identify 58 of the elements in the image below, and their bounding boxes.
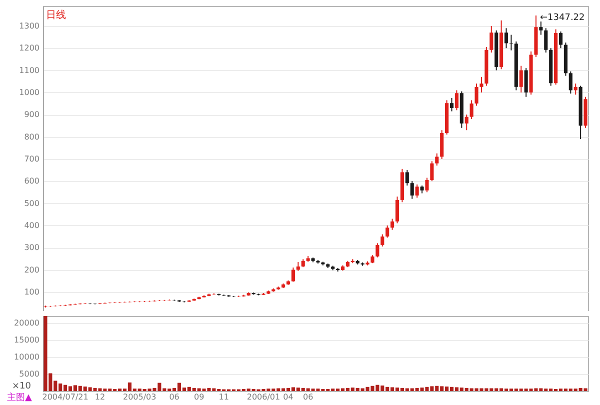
x-tick-label: 06 <box>302 392 314 402</box>
y-tick-label: 1000 <box>19 88 40 97</box>
y-tick-label: 900 <box>24 110 40 120</box>
chart-title: 日线 <box>46 9 66 21</box>
text: 主图▲ <box>7 392 32 403</box>
candlestick <box>470 100 474 120</box>
candlestick <box>504 28 508 49</box>
candlestick <box>430 160 434 182</box>
x-tick-label: 09 <box>194 392 204 402</box>
x-tick-label: 06 <box>169 392 180 402</box>
y-tick-label: 100 <box>24 287 40 296</box>
y-tick-label: 200 <box>24 265 40 274</box>
x-tick-label: 12 <box>94 392 106 402</box>
candlestick <box>568 70 572 94</box>
y-tick-label: 500 <box>24 198 40 208</box>
y-tick-label: 1100 <box>19 66 40 75</box>
x-tick-label: 11 <box>218 392 229 402</box>
candlestick <box>291 267 295 282</box>
candlestick <box>386 224 390 238</box>
candlestick <box>558 30 563 49</box>
candlestick <box>519 65 523 93</box>
candlestick <box>440 130 444 160</box>
candlestick <box>395 196 400 224</box>
candlestick <box>380 234 384 247</box>
y-tick-label: 700 <box>24 154 40 164</box>
candlestick <box>509 34 513 51</box>
candlestick <box>376 242 380 258</box>
y-tick-label: 10000 <box>14 352 40 362</box>
candlestick <box>390 218 394 230</box>
x-tick-label: 2004/07/21 <box>42 392 88 402</box>
y-tick-label: 1200 <box>19 44 40 53</box>
y-tick-label: 20000 <box>14 318 40 328</box>
y-tick-label: 600 <box>24 176 40 186</box>
candlestick <box>490 25 494 54</box>
candlestick <box>524 68 528 98</box>
y-tick-label: 1300 <box>19 21 40 30</box>
candlestick <box>435 152 439 166</box>
y-tick-label: 15000 <box>14 335 40 344</box>
y-tick-label: 400 <box>24 220 40 230</box>
y-tick-label: 300 <box>24 243 40 252</box>
x-tick-label: 2005/03 <box>122 392 156 402</box>
candlestick <box>539 21 543 36</box>
candlestick <box>454 90 458 111</box>
y-tick-label: 5000 <box>19 369 40 378</box>
candlestick <box>464 114 468 131</box>
annotation: ←1347.22 <box>540 13 585 23</box>
y-tick-label: 800 <box>24 132 40 142</box>
candlestick <box>450 97 454 112</box>
candlestick <box>405 170 409 186</box>
candlestick <box>425 177 429 193</box>
candlestick <box>480 76 484 93</box>
candlestick <box>410 180 414 200</box>
x-tick-label: 2006/01 <box>246 392 280 402</box>
candlestick <box>415 184 419 198</box>
candlestick <box>474 83 478 106</box>
candlestick <box>544 28 548 54</box>
x-tick-label: 04 <box>283 392 294 402</box>
y-axis-title: ×10 <box>12 382 32 392</box>
